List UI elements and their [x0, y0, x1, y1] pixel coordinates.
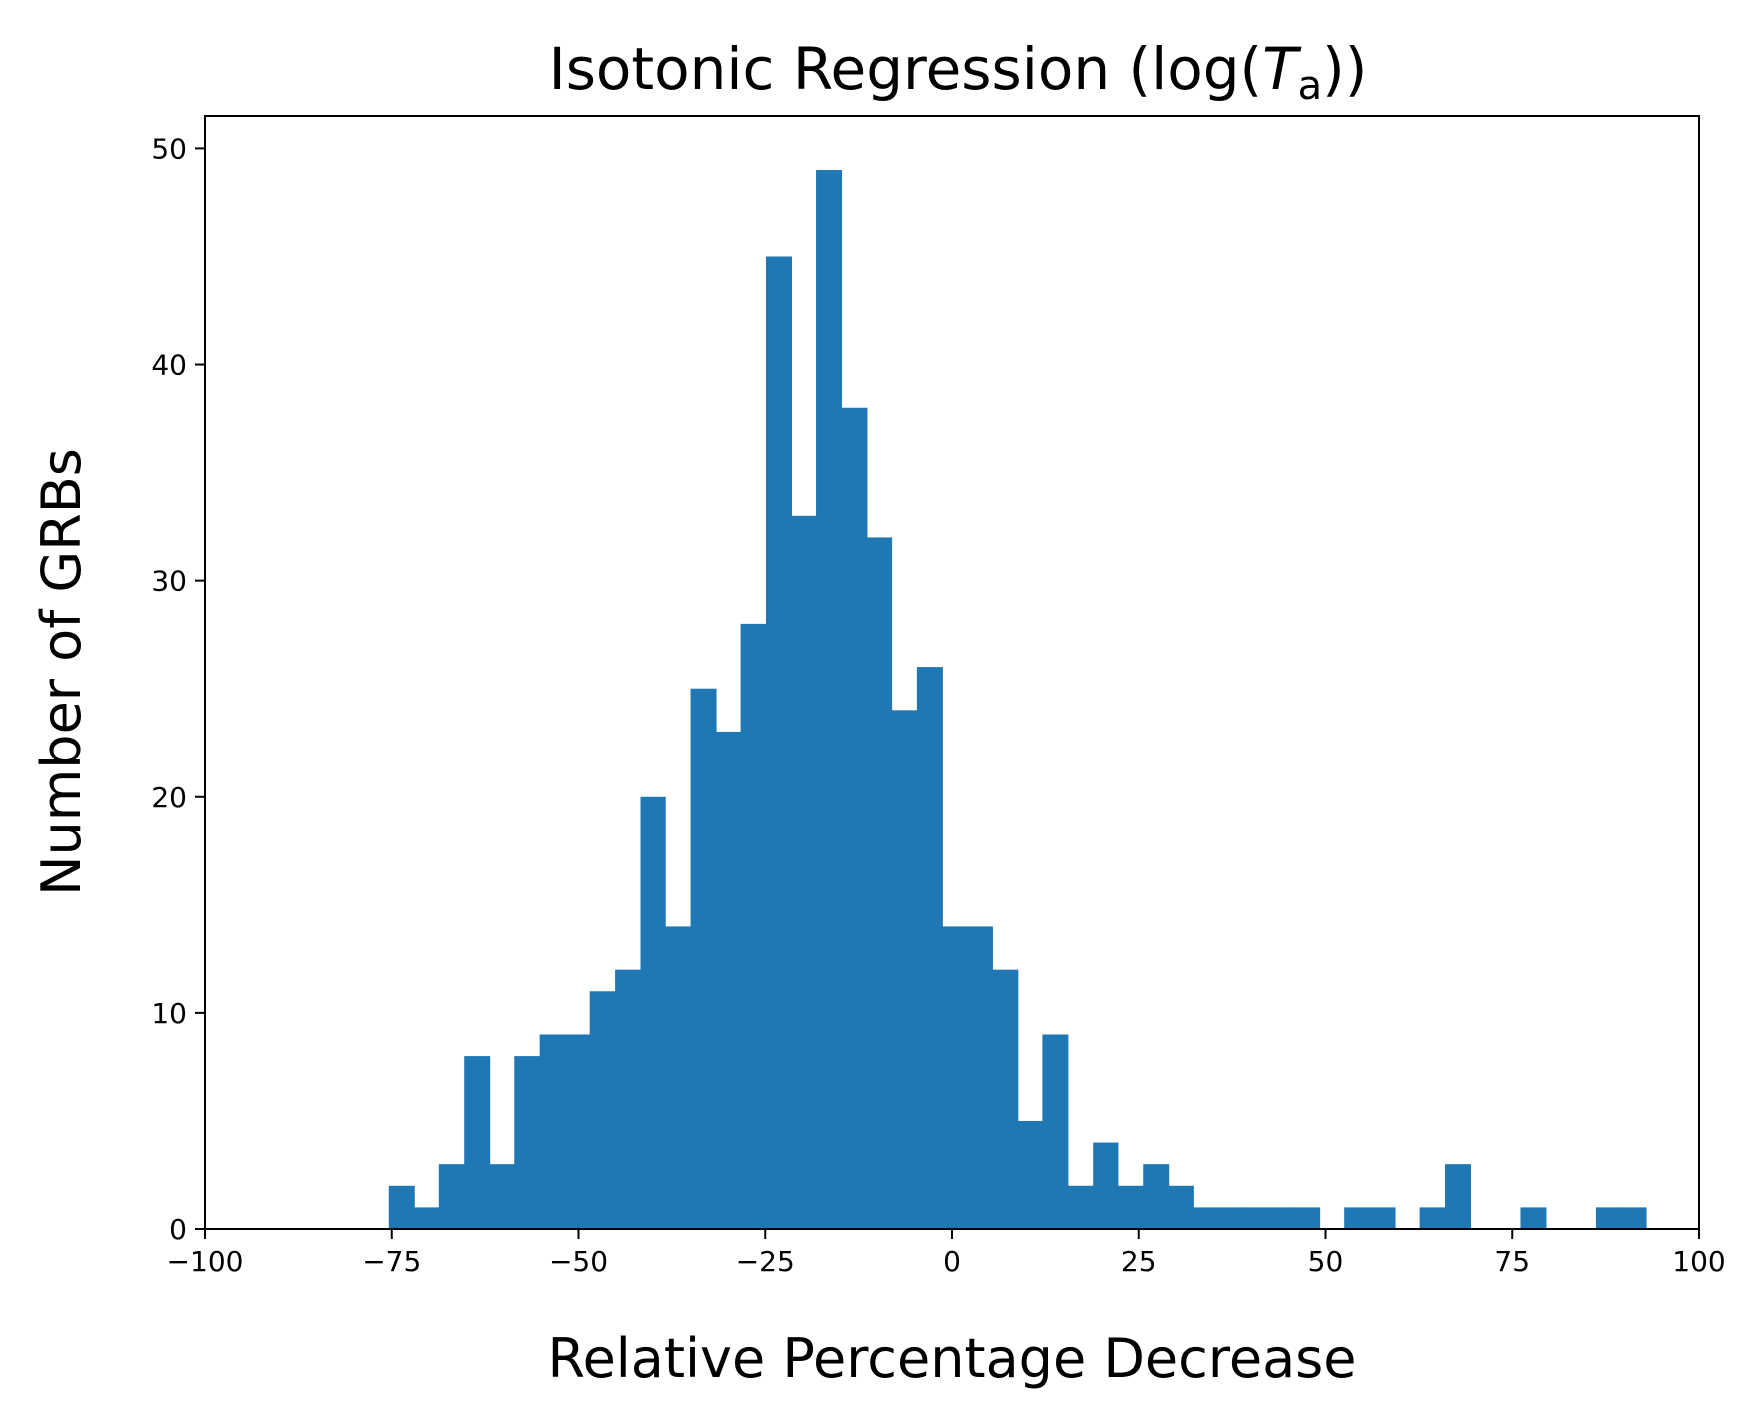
histogram-bar	[690, 688, 717, 1229]
histogram-bar	[1268, 1207, 1295, 1229]
y-tick-label: 10	[151, 997, 187, 1030]
y-axis-ticks: 0 10 20 30 40 50	[151, 132, 205, 1246]
histogram-bar	[765, 256, 792, 1230]
x-tick-label: 100	[1672, 1245, 1725, 1278]
x-tick-label: −25	[736, 1245, 795, 1278]
histogram-bar	[841, 407, 868, 1229]
histogram-bar	[1595, 1207, 1622, 1229]
x-tick-label: −75	[362, 1245, 421, 1278]
x-axis-label: Relative Percentage Decrease	[547, 1327, 1356, 1390]
histogram-bar	[414, 1207, 440, 1229]
histogram-bar	[1143, 1164, 1170, 1229]
x-tick-label: −50	[549, 1245, 608, 1278]
histogram-bar	[1419, 1207, 1446, 1229]
histogram-bar	[891, 710, 918, 1229]
x-axis-ticks: −100 −75 −50 −25 0 25 50 75 100	[167, 1229, 1726, 1278]
histogram-bars	[388, 170, 1647, 1230]
histogram-bar	[791, 515, 817, 1229]
histogram-bar	[1067, 1185, 1094, 1229]
y-tick-label: 0	[169, 1213, 187, 1246]
histogram-bar	[1520, 1207, 1547, 1229]
histogram-bar	[715, 731, 742, 1229]
histogram-bar	[1093, 1142, 1119, 1229]
histogram-bar	[1294, 1207, 1321, 1229]
histogram-bar	[489, 1164, 515, 1229]
histogram-bar	[1621, 1207, 1647, 1229]
histogram-bar	[992, 969, 1019, 1229]
y-axis-label: Number of GRBs	[30, 448, 93, 896]
y-tick-label: 40	[151, 349, 187, 382]
histogram-bar	[438, 1164, 465, 1229]
histogram-bar	[1369, 1207, 1396, 1229]
chart-title: Isotonic Regression (log(Ta))	[549, 35, 1368, 109]
histogram-bar	[1117, 1185, 1144, 1229]
histogram-bar	[1017, 1120, 1043, 1229]
histogram-bar	[640, 796, 666, 1229]
histogram-bar	[514, 1056, 541, 1229]
histogram-bar	[1344, 1207, 1371, 1229]
histogram-bar	[966, 926, 993, 1229]
x-tick-label: 75	[1494, 1245, 1530, 1278]
histogram-bar	[615, 969, 642, 1229]
histogram-bar	[388, 1185, 415, 1229]
histogram-bar	[740, 623, 767, 1229]
histogram-bar	[916, 667, 943, 1229]
histogram-bar	[1168, 1185, 1194, 1229]
histogram-bar	[816, 170, 843, 1229]
histogram-bar	[539, 1034, 566, 1229]
histogram-bar	[665, 926, 692, 1229]
x-tick-label: 25	[1121, 1245, 1157, 1278]
histogram-bar	[942, 926, 968, 1229]
x-tick-label: 50	[1308, 1245, 1344, 1278]
x-tick-label: −100	[167, 1245, 244, 1278]
histogram-bar	[1218, 1207, 1245, 1229]
histogram-bar	[1445, 1164, 1472, 1229]
histogram-bar	[565, 1034, 591, 1229]
y-tick-label: 50	[151, 132, 187, 165]
histogram-bar	[1042, 1034, 1069, 1229]
y-tick-label: 20	[151, 781, 187, 814]
histogram-bar	[1244, 1207, 1270, 1229]
histogram-bar	[464, 1056, 491, 1229]
histogram-bar	[589, 991, 616, 1229]
y-tick-label: 30	[151, 565, 187, 598]
x-tick-label: 0	[943, 1245, 961, 1278]
histogram-bar	[866, 537, 893, 1229]
histogram-bar	[1193, 1207, 1220, 1229]
